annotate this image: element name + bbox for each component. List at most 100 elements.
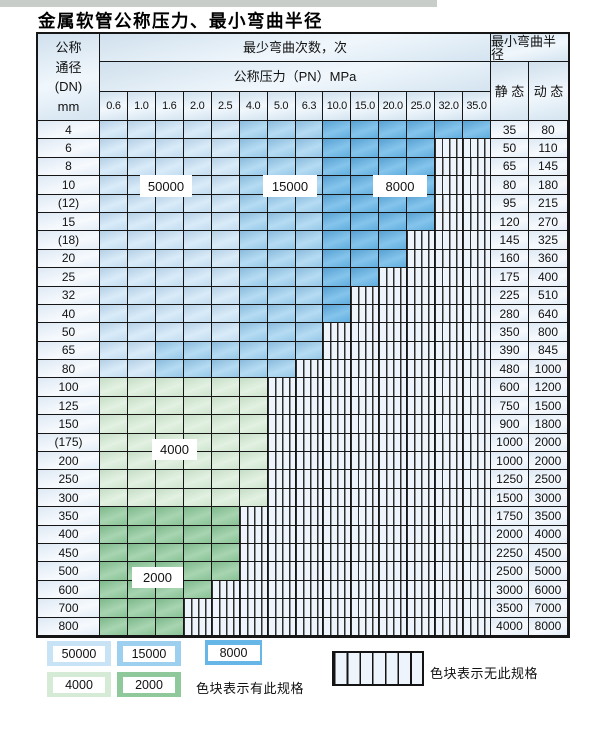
spec-cell-no-spec [435,415,464,434]
spec-cell-15000 [267,360,296,379]
spec-cell-no-spec [351,507,380,526]
spec-cell-4000 [100,470,128,489]
spec-cell-2000 [100,599,128,618]
spec-cell-no-spec [295,525,324,545]
dn-cell: 800 [38,617,100,636]
dn-cell: 4 [38,121,100,140]
spec-cell-50000 [183,194,212,213]
spec-cell-4000 [100,415,128,434]
spec-cell-no-spec [463,212,491,232]
spec-cell-no-spec [295,488,324,508]
spec-cell-no-spec [435,360,464,379]
spec-cell-50000 [155,194,184,213]
spec-cell-8000 [407,121,436,140]
spec-cell-4000 [211,415,240,434]
static-radius-cell: 145 [491,231,529,250]
spec-cell-15000 [267,268,296,287]
spec-cell-no-spec [463,378,491,397]
spec-cell-50000 [155,286,184,305]
spec-cell-no-spec [323,433,352,453]
spec-cell-4000 [127,396,156,416]
spec-cell-8000 [323,121,352,140]
spec-cell-no-spec [463,249,491,269]
spec-cell-no-spec [407,304,436,324]
dynamic-radius-cell: 800 [529,323,568,342]
spec-cell-2000 [155,617,184,636]
dynamic-radius-cell: 5000 [529,562,568,581]
spec-cell-15000 [183,341,212,361]
spec-cell-no-spec [435,139,464,158]
spec-cell-8000 [407,212,436,232]
static-radius-cell: 80 [491,176,529,195]
spec-cell-50000 [155,249,184,269]
dn-cell: 8 [38,157,100,177]
spec-cell-50000 [100,176,128,195]
spec-cell-no-spec [267,470,296,489]
spec-cell-50000 [183,286,212,305]
spec-cell-50000 [100,194,128,213]
spec-cell-no-spec [435,617,464,636]
dynamic-radius-cell: 7000 [529,599,568,618]
spec-cell-4000 [239,452,268,471]
dn-cell: 25 [38,268,100,287]
spec-cell-15000 [211,360,240,379]
spec-cell-no-spec [379,378,408,397]
spec-cell-15000 [295,231,324,250]
spec-cell-no-spec [323,341,352,361]
spec-cell-no-spec [463,304,491,324]
spec-cell-no-spec [239,580,268,600]
spec-cell-no-spec [435,580,464,600]
pressure-tick: 0.6 [100,92,128,121]
static-radius-cell: 1500 [491,488,529,508]
spec-cell-no-spec [351,360,380,379]
spec-cell-4000 [183,378,212,397]
dynamic-radius-cell: 325 [529,231,568,250]
spec-cell-2000 [211,544,240,563]
dn-cell: 80 [38,360,100,379]
pressure-tick: 20.0 [379,92,408,121]
dn-cell: 300 [38,488,100,508]
spec-cell-2000 [155,507,184,526]
dynamic-radius-cell: 3500 [529,507,568,526]
spec-cell-50000 [127,157,156,177]
spec-cell-no-spec [379,268,408,287]
spec-cell-no-spec [435,488,464,508]
spec-cell-4000 [100,433,128,453]
spec-cell-4000 [183,396,212,416]
spec-cell-15000 [267,194,296,213]
spec-cell-4000 [127,415,156,434]
spec-cell-8000 [379,231,408,250]
spec-cell-no-spec [463,452,491,471]
spec-cell-no-spec [435,268,464,287]
spec-cell-no-spec [435,157,464,177]
spec-cell-no-spec [407,396,436,416]
spec-cell-no-spec [183,617,212,636]
spec-cell-15000 [267,157,296,177]
spec-cell-50000 [211,268,240,287]
spec-cell-4000 [211,378,240,397]
spec-cell-4000 [239,433,268,453]
spec-cell-50000 [211,194,240,213]
spec-cell-no-spec [323,599,352,618]
spec-cell-no-spec [407,286,436,305]
spec-cell-2000 [183,562,212,581]
spec-cell-2000 [211,562,240,581]
dn-cell: 500 [38,562,100,581]
legend-no-spec-text: 色块表示无此规格 [430,666,539,681]
spec-cell-2000 [183,525,212,545]
spec-cell-15000 [239,157,268,177]
spec-cell-15000 [267,286,296,305]
dynamic-radius-cell: 3000 [529,488,568,508]
spec-cell-no-spec [407,617,436,636]
spec-cell-no-spec [379,452,408,471]
spec-cell-8000 [323,212,352,232]
spec-cell-no-spec [463,176,491,195]
spec-cell-2000 [100,507,128,526]
spec-cell-no-spec [351,286,380,305]
spec-cell-8000 [351,139,380,158]
spec-cell-8000 [351,121,380,140]
spec-cell-no-spec [267,544,296,563]
spec-cell-50000 [127,286,156,305]
spec-cell-15000 [267,212,296,232]
dn-cell: 65 [38,341,100,361]
